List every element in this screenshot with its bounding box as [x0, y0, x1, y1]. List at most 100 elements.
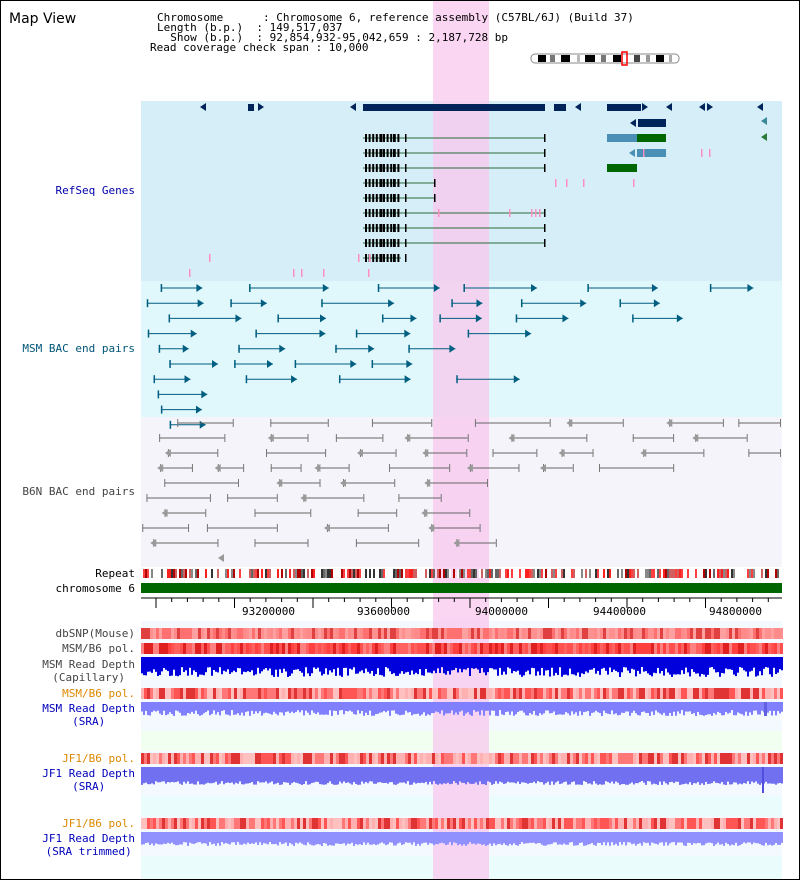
depth-bar	[275, 832, 277, 844]
depth-bar	[585, 702, 587, 712]
depth-bar	[177, 657, 179, 677]
depth-bar	[573, 767, 575, 782]
depth-bar	[701, 657, 703, 674]
depth-bar	[153, 767, 155, 785]
density-cell	[324, 688, 327, 699]
msm-bac-end-pairs-track[interactable]	[146, 284, 754, 429]
depth-bar	[207, 832, 209, 846]
depth-bar	[669, 832, 671, 844]
depth-bar	[369, 657, 371, 674]
depth-bar	[421, 832, 423, 844]
density-cell	[375, 818, 378, 829]
depth-bar	[275, 657, 277, 670]
depth-bar	[225, 832, 227, 844]
read-depth-tracks[interactable]	[141, 657, 783, 846]
repeat-track[interactable]	[143, 569, 781, 578]
b6n-bac-end-pairs-track[interactable]	[142, 419, 781, 562]
repeat-element	[621, 569, 623, 578]
chromosome-bar[interactable]	[141, 583, 782, 593]
density-cell	[189, 818, 192, 829]
exon-mark	[381, 239, 383, 247]
depth-bar	[641, 702, 643, 713]
density-cell	[504, 628, 507, 639]
repeat-element	[727, 569, 729, 578]
exon-mark	[386, 149, 389, 157]
density-cell	[588, 753, 591, 764]
density-cell	[441, 818, 444, 829]
density-cell	[669, 688, 672, 699]
density-cell	[762, 753, 765, 764]
density-cell	[306, 818, 309, 829]
density-cell	[399, 753, 402, 764]
density-cell	[600, 753, 603, 764]
refseq-genes-track[interactable]	[189, 103, 767, 277]
density-cell	[687, 643, 690, 654]
depth-bar	[779, 702, 781, 714]
depth-bar	[555, 657, 557, 673]
repeat-element	[531, 569, 533, 578]
repeat-element	[743, 569, 745, 578]
bac-end-arrow	[531, 284, 538, 292]
density-cell	[633, 628, 636, 639]
density-cell	[207, 688, 210, 699]
depth-bar	[749, 702, 751, 713]
depth-bar	[697, 832, 699, 843]
depth-bar	[633, 767, 635, 785]
depth-bar	[433, 702, 435, 713]
density-cell	[354, 818, 357, 829]
depth-bar	[765, 767, 767, 782]
bac-end-mark	[515, 314, 518, 323]
density-cell	[582, 628, 585, 639]
bac-end-mark	[572, 464, 574, 472]
density-cell	[615, 753, 618, 764]
density-cell	[630, 753, 633, 764]
density-cell	[714, 643, 717, 654]
depth-bar	[353, 657, 355, 668]
depth-bar	[657, 767, 659, 785]
bac-end-arrow	[566, 419, 573, 427]
bac-end-mark	[348, 464, 350, 472]
depth-bar	[267, 767, 269, 784]
exon-mark	[386, 239, 389, 247]
density-cell	[438, 628, 441, 639]
depth-bar	[647, 767, 649, 782]
repeat-element	[269, 569, 271, 578]
depth-bar	[619, 832, 621, 843]
depth-bar	[605, 767, 607, 782]
density-cell	[540, 818, 543, 829]
repeat-element	[677, 569, 679, 578]
depth-bar	[365, 767, 367, 782]
depth-bar	[663, 657, 665, 676]
bac-end-mark	[147, 329, 150, 338]
density-cell	[600, 643, 603, 654]
exon-mark	[390, 149, 393, 157]
depth-bar	[577, 767, 579, 785]
density-cell	[639, 753, 642, 764]
repeat-element	[161, 569, 163, 578]
depth-bar	[169, 767, 171, 783]
density-cell	[396, 643, 399, 654]
depth-bar	[323, 832, 325, 843]
depth-bar	[627, 702, 629, 712]
density-cell	[351, 818, 354, 829]
depth-bar	[609, 832, 611, 846]
depth-bar	[233, 832, 235, 843]
density-cell	[516, 688, 519, 699]
snp-density-tracks[interactable]	[141, 628, 783, 829]
depth-bar	[291, 702, 293, 712]
depth-bar	[493, 767, 495, 784]
depth-bar	[393, 767, 395, 785]
density-cell	[438, 818, 441, 829]
bac-end-arrow	[692, 434, 699, 442]
density-cell	[519, 643, 522, 654]
depth-bar	[641, 832, 643, 846]
bac-end-arrow	[195, 405, 202, 414]
gene-strand-arrow	[666, 103, 672, 111]
depth-bar	[681, 657, 683, 671]
density-cell	[489, 628, 492, 639]
chromosome-ideogram[interactable]	[530, 51, 680, 66]
depth-bar	[403, 657, 405, 674]
density-cell	[396, 688, 399, 699]
repeat-element	[749, 569, 751, 578]
depth-bar	[769, 702, 771, 711]
